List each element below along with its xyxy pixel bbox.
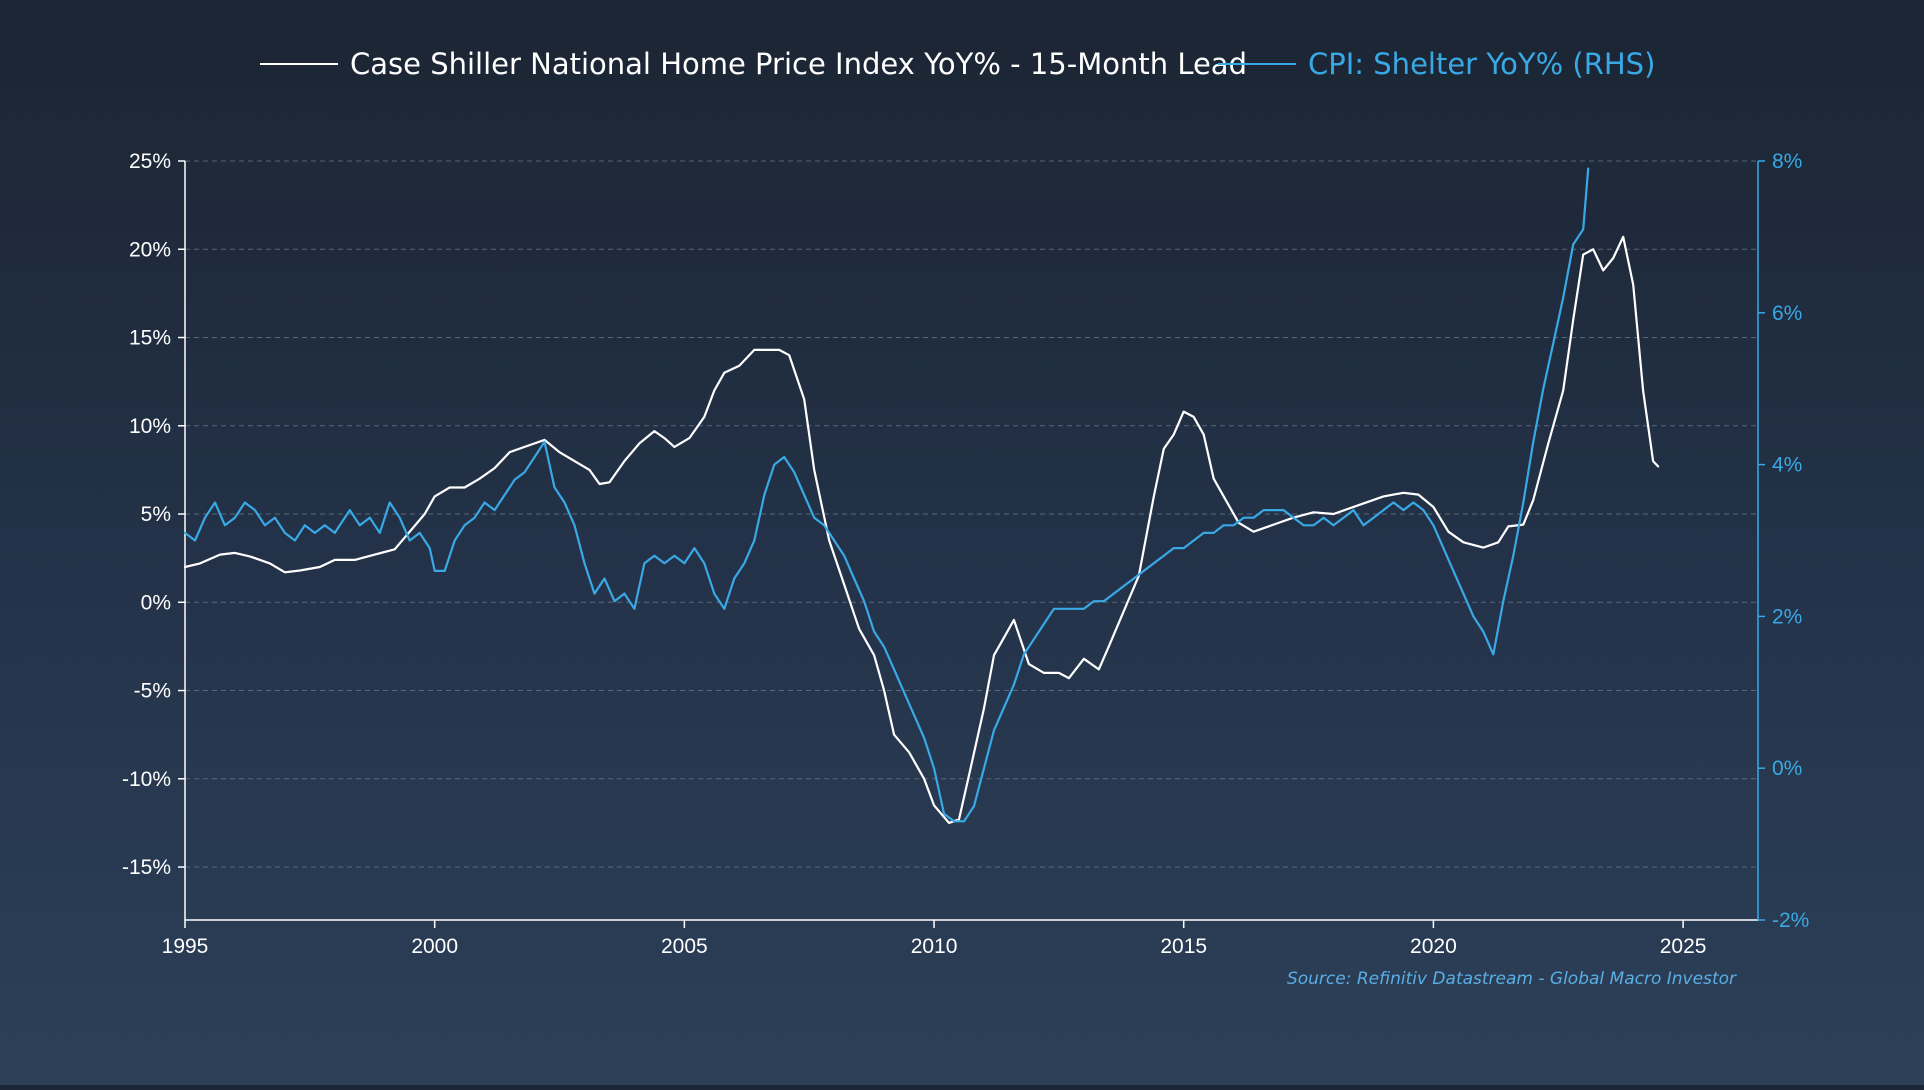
- left-axis-ticks: -15% -10% -5% 0% 5% 10% 15% 20% 25%: [122, 150, 185, 879]
- right-tick-label: 6%: [1772, 302, 1802, 325]
- left-tick-label: 25%: [129, 150, 171, 173]
- x-tick-label: 2015: [1160, 935, 1207, 958]
- left-tick-label: 15%: [129, 327, 171, 350]
- right-tick-label: 0%: [1772, 757, 1802, 780]
- left-tick-label: -15%: [122, 856, 171, 879]
- left-tick-label: 10%: [129, 415, 171, 438]
- legend-label-home-price: Case Shiller National Home Price Index Y…: [350, 47, 1247, 81]
- right-tick-label: -2%: [1772, 909, 1809, 932]
- left-tick-label: -10%: [122, 768, 171, 791]
- right-tick-label: 4%: [1772, 454, 1802, 477]
- right-tick-label: 2%: [1772, 605, 1802, 628]
- x-tick-label: 2020: [1410, 935, 1457, 958]
- right-axis-ticks: -2% 0% 2% 4% 6% 8%: [1758, 150, 1809, 932]
- left-tick-label: 5%: [141, 503, 171, 526]
- source-note: Source: Refinitiv Datastream - Global Ma…: [1287, 969, 1737, 989]
- left-tick-label: -5%: [134, 680, 171, 703]
- x-tick-label: 2005: [661, 935, 708, 958]
- axes: [184, 161, 1759, 921]
- shelter-cpi-yoy-line: [183, 167, 1590, 823]
- legend: Case Shiller National Home Price Index Y…: [260, 47, 1655, 81]
- x-tick-label: 2025: [1660, 935, 1707, 958]
- right-tick-label: 8%: [1772, 150, 1802, 173]
- x-tick-label: 2010: [911, 935, 958, 958]
- grid-lines: [185, 160, 1758, 868]
- x-tick-label: 1995: [162, 935, 209, 958]
- x-tick-label: 2000: [411, 935, 458, 958]
- x-axis-ticks: 1995 2000 2005 2010 2015 2020 2025: [162, 920, 1707, 958]
- home-price-yoy-line: [183, 235, 1660, 824]
- left-tick-label: 20%: [129, 238, 171, 261]
- left-tick-label: 0%: [141, 591, 171, 614]
- series-layer: [183, 167, 1660, 824]
- legend-label-shelter-cpi: CPI: Shelter YoY% (RHS): [1308, 47, 1655, 81]
